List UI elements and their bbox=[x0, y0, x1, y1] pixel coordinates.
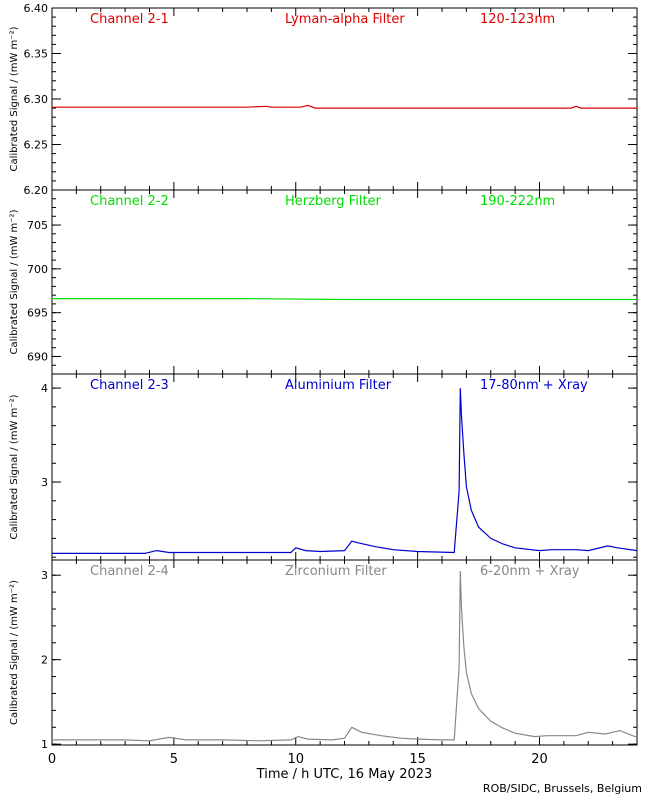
x-tick-label: 20 bbox=[531, 752, 548, 767]
x-tick-label: 0 bbox=[48, 752, 56, 767]
panel-frame bbox=[51, 7, 638, 191]
series-line-4 bbox=[52, 570, 638, 742]
x-axis-label: Time / h UTC, 16 May 2023 bbox=[256, 767, 433, 782]
panel-frame bbox=[51, 189, 638, 375]
series-line-1 bbox=[52, 104, 637, 109]
panel-filter-label: Lyman-alpha Filter bbox=[285, 12, 405, 27]
panel-filter-label: Zirconium Filter bbox=[285, 564, 387, 579]
y-tick-label: 6.30 bbox=[24, 93, 49, 106]
y-tick-label: 6.40 bbox=[24, 2, 49, 15]
panel-frame bbox=[51, 373, 638, 561]
panel-band-label: 190-222nm bbox=[480, 194, 555, 209]
y-tick-label: 6.20 bbox=[24, 184, 49, 197]
panel-filter-label: Herzberg Filter bbox=[285, 194, 382, 209]
panel-band-label: 6-20nm + Xray bbox=[480, 564, 580, 579]
panel-filter-label: Aluminium Filter bbox=[285, 378, 392, 393]
y-tick-label: 4 bbox=[41, 382, 48, 395]
y-tick-label: 6.25 bbox=[24, 139, 49, 152]
y-axis-label: Calibrated Signal / (mW m⁻²) bbox=[9, 394, 20, 539]
y-tick-label: 2 bbox=[41, 654, 48, 667]
y-axis-label: Calibrated Signal / (mW m⁻²) bbox=[9, 580, 20, 725]
y-tick-label: 700 bbox=[27, 263, 48, 276]
panel-channel-label: Channel 2-3 bbox=[90, 378, 169, 393]
y-tick-label: 3 bbox=[41, 476, 48, 489]
x-tick-label: 10 bbox=[287, 752, 304, 767]
x-tick-label: 15 bbox=[409, 752, 426, 767]
y-tick-label: 6.35 bbox=[24, 48, 49, 61]
y-axis-label: Calibrated Signal / (mW m⁻²) bbox=[9, 26, 20, 171]
panel-channel-label: Channel 2-4 bbox=[90, 564, 169, 579]
series-line-2 bbox=[52, 298, 637, 301]
panel-band-label: 17-80nm + Xray bbox=[480, 378, 588, 393]
panel-channel-label: Channel 2-1 bbox=[90, 12, 169, 27]
y-axis-label: Calibrated Signal / (mW m⁻²) bbox=[9, 209, 20, 354]
y-tick-label: 705 bbox=[27, 219, 48, 232]
panel-frame bbox=[51, 559, 638, 746]
panel-band-label: 120-123nm bbox=[480, 12, 555, 27]
panel-channel-label: Channel 2-2 bbox=[90, 194, 169, 209]
y-tick-label: 3 bbox=[41, 569, 48, 582]
y-tick-label: 695 bbox=[27, 307, 48, 320]
y-tick-label: 690 bbox=[27, 350, 48, 363]
x-tick-label: 5 bbox=[170, 752, 178, 767]
series-line-3 bbox=[52, 388, 638, 555]
credit-text: ROB/SIDC, Brussels, Belgium bbox=[483, 782, 642, 795]
y-tick-label: 1 bbox=[41, 738, 48, 751]
